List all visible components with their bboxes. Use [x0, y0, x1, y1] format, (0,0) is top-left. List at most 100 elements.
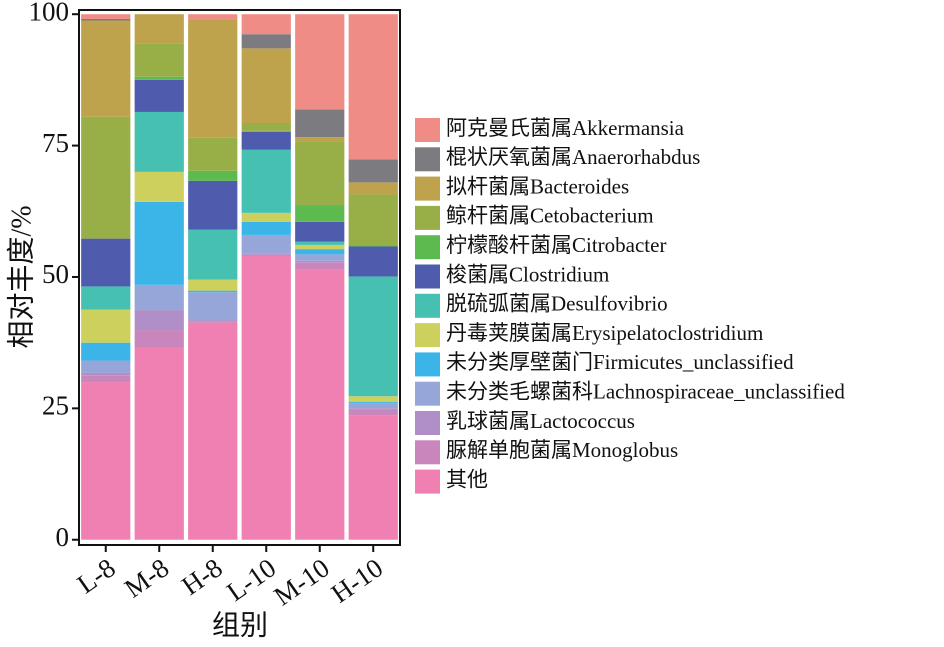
y-tick-label: 75	[42, 128, 69, 158]
bar-segment	[295, 221, 345, 242]
legend-label: 未分类厚壁菌门Firmicutes_unclassified	[446, 350, 794, 374]
bar-segment	[134, 111, 184, 172]
bar-segment	[241, 48, 291, 123]
bar-segment	[348, 245, 398, 247]
bar-segment	[188, 19, 238, 138]
plot-background	[79, 10, 400, 545]
bar-segment	[188, 292, 238, 321]
y-tick-label: 0	[56, 522, 70, 552]
bar-segment	[241, 254, 291, 256]
bar-segment	[241, 255, 291, 540]
bar-segment	[295, 269, 345, 540]
bar-segment	[348, 396, 398, 403]
bar-segment	[81, 372, 131, 376]
legend-swatch	[415, 176, 440, 201]
bar-segment	[188, 229, 238, 280]
bar-segment	[188, 14, 238, 20]
bar-segment	[188, 170, 238, 181]
bar-segment	[81, 286, 131, 310]
legend-label: 其他	[446, 467, 488, 491]
bar-segment	[295, 204, 345, 222]
legend-label: 乳球菌属Lactococcus	[446, 409, 635, 433]
legend-swatch	[415, 323, 440, 348]
bar-segment	[241, 253, 291, 255]
bar-segment	[295, 241, 345, 245]
bar-segment	[348, 182, 398, 195]
bar-segment	[348, 159, 398, 183]
legend-swatch	[415, 264, 440, 289]
legend-swatch	[415, 440, 440, 465]
bar-segment	[295, 244, 345, 250]
bar-segment	[348, 246, 398, 277]
bar-segment	[81, 116, 131, 239]
bar-segment	[81, 375, 131, 383]
legend-label: 丹毒荚膜菌属Erysipelatoclostridium	[446, 321, 763, 345]
bar-segment	[241, 221, 291, 235]
bar-segment	[188, 180, 238, 230]
bar-segment	[295, 141, 345, 205]
bar-segment	[348, 14, 398, 160]
bar-segment	[81, 20, 131, 117]
x-axis-title: 组别	[212, 609, 268, 641]
bar-segment	[348, 408, 398, 410]
legend-swatch	[415, 352, 440, 377]
bar-segment	[241, 131, 291, 150]
legend-label: 棍状厌氧菌属Anaerorhabdus	[446, 145, 700, 169]
bar-segment	[134, 76, 184, 80]
legend-swatch	[415, 293, 440, 318]
y-tick-label: 100	[29, 0, 70, 26]
legend-swatch	[415, 235, 440, 260]
bar-segment	[81, 14, 131, 19]
bar-segment	[241, 122, 291, 131]
legend-label: 脲解单胞菌属Monoglobus	[446, 438, 678, 462]
bar-segment	[134, 310, 184, 331]
bar-segment	[295, 254, 345, 261]
bar-segment	[295, 109, 345, 138]
bar-segment	[81, 360, 131, 373]
y-tick-label: 25	[42, 391, 69, 421]
bar-segment	[348, 276, 398, 397]
bar-segment	[348, 402, 398, 404]
bar-segment	[188, 279, 238, 291]
bar-segment	[348, 415, 398, 540]
legend-swatch	[415, 147, 440, 172]
bar-segment	[348, 403, 398, 409]
bar-segment	[81, 309, 131, 343]
legend-label: 脱硫弧菌属Desulfovibrio	[446, 292, 668, 316]
bar-segment	[241, 212, 291, 222]
legend-label: 梭菌属Clostridium	[446, 262, 609, 286]
bar-segment	[134, 347, 184, 540]
bar-segment	[348, 194, 398, 246]
legend-label: 鲸杆菌属Cetobacterium	[446, 204, 654, 228]
bar-segment	[188, 321, 238, 323]
legend-swatch	[415, 118, 440, 142]
bar-segment	[188, 290, 238, 293]
bar-segment	[295, 249, 345, 255]
bar-segment	[134, 284, 184, 311]
legend-label: 未分类毛螺菌科Lachnospiraceae_unclassified	[446, 380, 845, 404]
y-axis-title: 相对丰度/%	[5, 205, 37, 348]
x-tick-label: L-10	[221, 552, 281, 607]
bar-segment	[241, 14, 291, 35]
bar-segment	[241, 234, 291, 254]
x-tick-label: M-8	[119, 552, 174, 603]
bar-segment	[81, 18, 131, 21]
legend-swatch	[415, 469, 440, 494]
legend-swatch	[415, 411, 440, 435]
bar-segment	[188, 137, 238, 171]
bar-segment	[348, 409, 398, 416]
bar-segment	[188, 320, 238, 322]
bar-segment	[295, 260, 345, 263]
bar-segment	[134, 330, 184, 348]
bar-segment	[188, 322, 238, 540]
x-tick-label: H-10	[326, 552, 389, 608]
bar-segment	[134, 201, 184, 285]
y-tick-label: 50	[42, 259, 69, 289]
legend-swatch	[415, 381, 440, 406]
bar-segment	[295, 262, 345, 270]
bar-segment	[134, 79, 184, 112]
bar-segment	[295, 137, 345, 142]
legend-label: 阿克曼氏菌属Akkermansia	[446, 116, 685, 140]
bar-segment	[295, 14, 345, 110]
